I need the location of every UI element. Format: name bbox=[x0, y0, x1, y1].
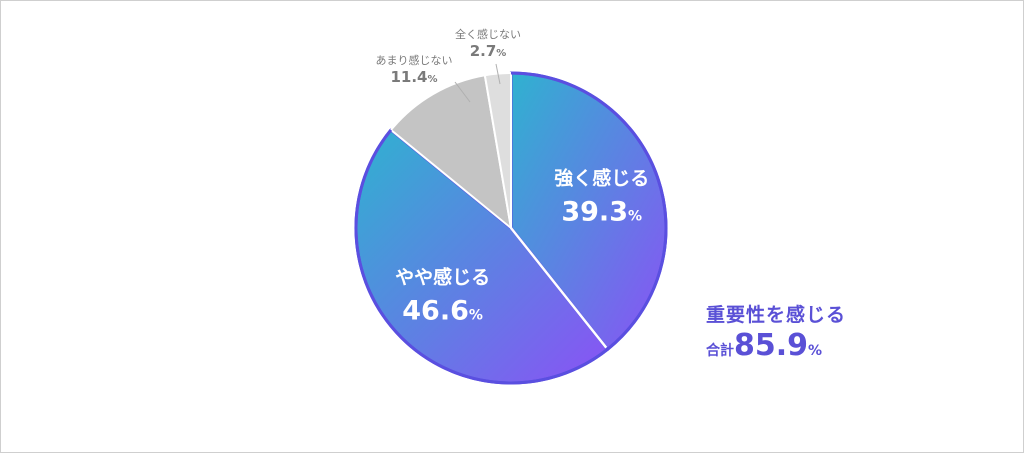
pie-outline bbox=[354, 71, 668, 385]
summary-total-prefix: 合計 bbox=[706, 343, 734, 359]
summary-total-line: 合計85.9% bbox=[706, 331, 846, 361]
summary-box: 重要性を感じる 合計85.9% bbox=[706, 300, 846, 361]
summary-total-unit: % bbox=[808, 343, 823, 359]
leader-line bbox=[454, 81, 471, 103]
slice-category-label: 全く感じない bbox=[455, 27, 521, 41]
slice-value-label: 39.3% bbox=[561, 196, 642, 227]
slice-value-label: 11.4% bbox=[390, 68, 437, 86]
leader-line bbox=[495, 63, 501, 85]
pie-slice bbox=[389, 74, 512, 229]
slice-category-label: やや感じる bbox=[395, 266, 490, 289]
slice-category-label: 強く感じる bbox=[554, 166, 649, 189]
summary-total-value: 85.9 bbox=[734, 328, 809, 363]
slice-value-label: 46.6% bbox=[402, 296, 483, 327]
summary-heading: 重要性を感じる bbox=[706, 304, 847, 326]
slice-value-label: 2.7% bbox=[470, 42, 507, 60]
slice-category-label: あまり感じない bbox=[376, 54, 453, 67]
slice-separator bbox=[510, 227, 608, 349]
